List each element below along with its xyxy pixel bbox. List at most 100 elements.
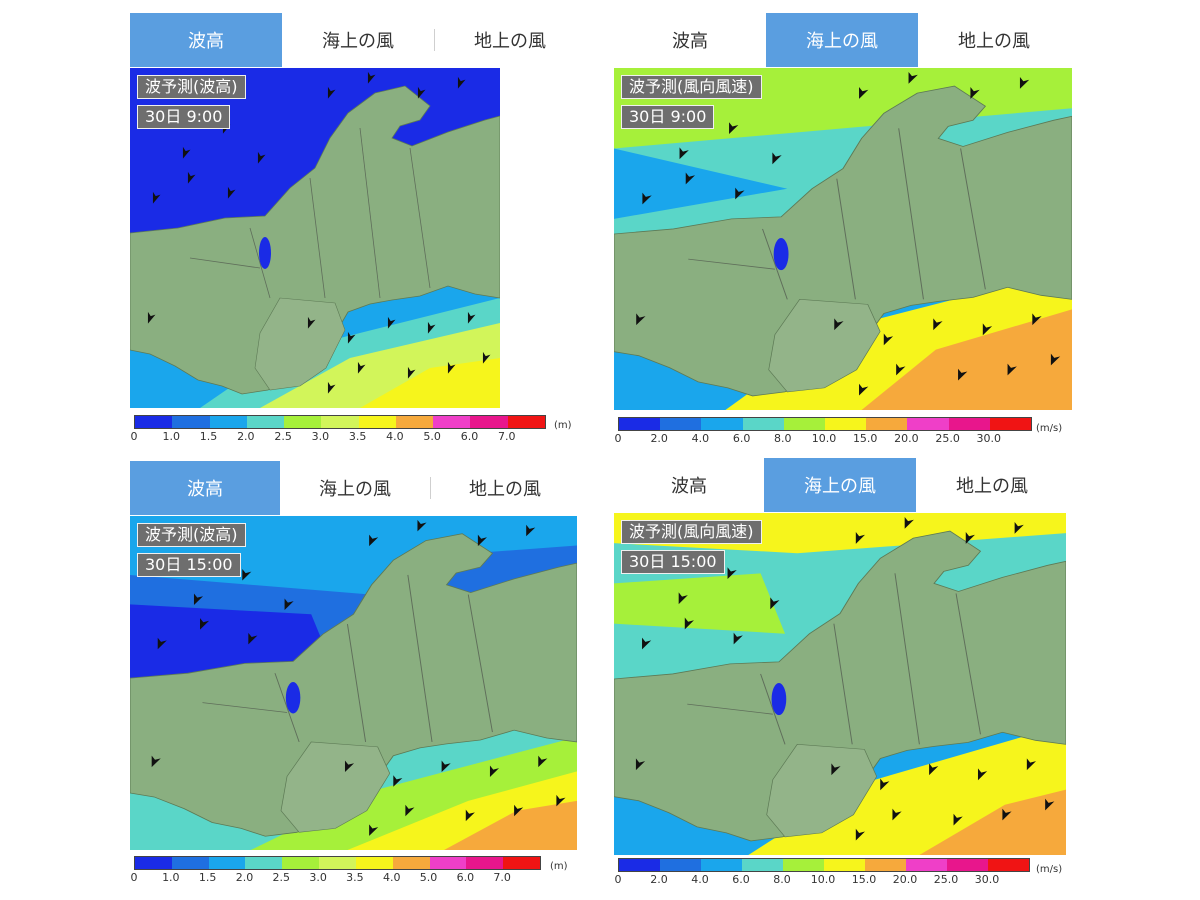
- sea-zone-2: [614, 573, 786, 634]
- legend-swatch: [701, 859, 742, 871]
- legend-swatch: [824, 418, 867, 430]
- legend-tick-label: 10.0: [811, 432, 837, 445]
- wind-arrow-icon: [892, 808, 902, 821]
- wind-arrow-icon: [393, 775, 403, 787]
- forecast-map[interactable]: [130, 68, 500, 408]
- wind-arrow-icon: [933, 318, 943, 331]
- wind-arrow-icon: [447, 361, 456, 374]
- wind-arrow-icon: [1007, 363, 1017, 376]
- tab-wave-height[interactable]: 波高: [130, 461, 280, 515]
- wind-arrow-icon: [1045, 798, 1055, 811]
- border-line: [955, 593, 981, 735]
- tab-label: 海上の風: [804, 476, 876, 497]
- legend-tick-label: 0: [614, 432, 622, 445]
- border-line: [688, 258, 775, 270]
- legend-swatch: [355, 857, 393, 869]
- wind-arrow-icon: [193, 593, 204, 606]
- tab-wave-height[interactable]: 波高: [130, 13, 282, 67]
- legend-tick-label: 4.0: [691, 873, 709, 886]
- wind-arrow-icon: [242, 568, 252, 581]
- wind-arrow-icon: [908, 71, 918, 84]
- legend-swatch: [282, 857, 320, 869]
- tab-wave-height[interactable]: 波高: [614, 458, 764, 512]
- map-canvas: [130, 68, 500, 408]
- legend-tick-label: 4.0: [382, 871, 401, 884]
- wind-arrow-icon: [477, 534, 487, 547]
- wind-arrow-icon: [357, 361, 366, 374]
- legend-tick-label: 3.0: [309, 871, 327, 884]
- wind-arrow-icon: [182, 146, 191, 159]
- border-line: [202, 702, 288, 713]
- legend-ticks: 0 1.0 1.5 2.0 2.5 3.0 3.5 4.0 5.0 6.0 7.0: [130, 430, 544, 444]
- legend-unit: (m): [554, 420, 572, 431]
- tab-sea-wind[interactable]: 海上の風: [764, 458, 916, 512]
- wind-arrow-icon: [678, 592, 688, 605]
- wind-arrow-icon: [347, 331, 356, 344]
- tab-sea-wind[interactable]: 海上の風: [766, 13, 918, 67]
- wind-arrow-icon: [642, 192, 652, 205]
- lake-biwa: [259, 237, 271, 269]
- wind-arrow-icon: [685, 172, 696, 185]
- wind-arrow-icon: [369, 824, 379, 836]
- lake-biwa: [285, 682, 301, 714]
- legend-swatch: [433, 416, 471, 428]
- wind-arrow-icon: [642, 637, 652, 650]
- tab-sea-wind[interactable]: 海上の風: [280, 461, 430, 515]
- sea-zone-5: [919, 789, 1066, 855]
- sea-zone-5: [861, 309, 1072, 410]
- tab-label: 波高: [188, 31, 224, 52]
- tab-divider: [430, 477, 431, 499]
- tab-label: 波高: [672, 31, 708, 52]
- legend-tick-label: 1.0: [162, 430, 181, 443]
- wind-arrow-icon: [896, 363, 906, 376]
- legend-tick-label: 0: [130, 430, 138, 443]
- legend-swatch: [989, 418, 1031, 430]
- sea-zone-2: [614, 148, 788, 219]
- border-line: [687, 703, 773, 715]
- wind-arrow-icon: [770, 597, 780, 610]
- legend-tick-label: 6.0: [460, 430, 479, 443]
- legend-swatch: [208, 857, 246, 869]
- tab-sea-wind[interactable]: 海上の風: [282, 13, 434, 67]
- legend-tick-label: 25.0: [935, 432, 960, 445]
- wind-arrow-icon: [257, 151, 266, 164]
- wind-arrow-icon: [729, 122, 739, 135]
- wind-arrow-icon: [772, 152, 782, 165]
- legend-swatch: [135, 416, 173, 428]
- tab-label: 海上の風: [806, 31, 878, 52]
- tab-land-wind[interactable]: 地上の風: [916, 458, 1068, 512]
- tab-land-wind[interactable]: 地上の風: [918, 13, 1070, 67]
- tab-label: 波高: [187, 479, 223, 500]
- legend-tick-label: 10.0: [810, 873, 836, 886]
- legend-swatch: [209, 416, 247, 428]
- color-legend: [134, 856, 541, 870]
- wind-arrow-icon: [855, 828, 866, 841]
- legend-tick-label: 2.5: [272, 871, 291, 884]
- border-line: [898, 128, 924, 300]
- tab-label: 地上の風: [958, 31, 1030, 52]
- wind-arrow-icon: [1014, 521, 1024, 534]
- tab-bar: 波高 海上の風 地上の風: [130, 461, 580, 515]
- legend-swatch: [392, 857, 430, 869]
- tab-land-wind[interactable]: 地上の風: [434, 13, 586, 67]
- legend-tick-label: 3.5: [346, 871, 364, 884]
- forecast-time: 30日 9:00: [137, 105, 231, 129]
- legend-swatch: [988, 859, 1029, 871]
- legend-tick-label: 15.0: [851, 873, 877, 886]
- legend-swatch: [619, 859, 660, 871]
- border-line: [346, 624, 367, 742]
- legend-ticks: 0 2.0 4.0 6.0 8.0 10.0 15.0 20.0 25.0 30.0: [614, 873, 1028, 887]
- legend-tick-label: 0: [614, 873, 622, 886]
- wind-arrow-icon: [526, 524, 536, 537]
- legend-tick-label: 4.0: [691, 432, 710, 445]
- wind-arrow-icon: [1002, 808, 1012, 821]
- forecast-time: 30日 15:00: [137, 553, 241, 577]
- border-line: [407, 574, 433, 742]
- legend-swatch: [246, 416, 285, 428]
- wind-arrow-icon: [405, 804, 415, 817]
- tab-land-wind[interactable]: 地上の風: [430, 461, 580, 515]
- wind-arrow-icon: [684, 617, 694, 630]
- tab-wave-height[interactable]: 波高: [614, 13, 766, 67]
- wind-arrow-icon: [831, 763, 841, 776]
- border-line: [894, 573, 920, 745]
